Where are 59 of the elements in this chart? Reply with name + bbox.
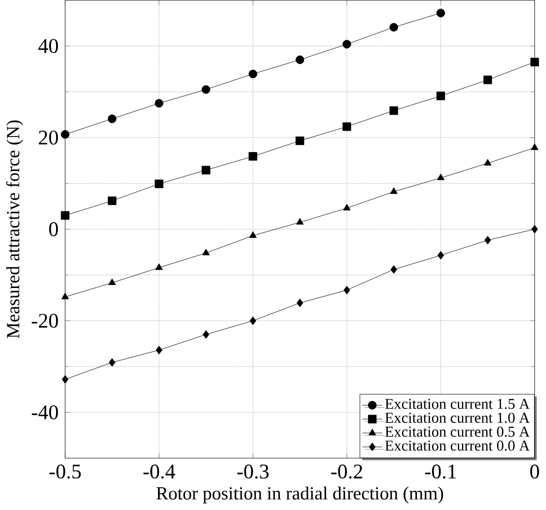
point bbox=[248, 70, 258, 78]
point bbox=[436, 92, 446, 100]
point bbox=[202, 86, 210, 94]
point bbox=[484, 236, 491, 245]
point bbox=[108, 278, 116, 286]
point bbox=[531, 225, 538, 234]
point bbox=[296, 298, 304, 308]
point bbox=[108, 114, 116, 124]
x-tick-label: -0.3 bbox=[237, 464, 269, 479]
point bbox=[436, 9, 446, 18]
legend-label: Excitation current 1.5 A bbox=[385, 399, 530, 410]
legend-label: Excitation current 0.5 A bbox=[385, 426, 530, 438]
point bbox=[296, 218, 304, 225]
point bbox=[296, 56, 304, 64]
x-tick-label: 0 bbox=[530, 464, 540, 479]
legend-label: Excitation current 0.0 A bbox=[385, 440, 530, 451]
point bbox=[154, 180, 164, 188]
point bbox=[344, 286, 350, 295]
point bbox=[202, 248, 210, 256]
point bbox=[437, 251, 444, 260]
point bbox=[250, 316, 256, 326]
y-tick-label: -40 bbox=[32, 406, 58, 420]
point bbox=[61, 292, 69, 300]
y-axis-title: Measured attractive force (N) bbox=[6, 120, 24, 338]
point bbox=[156, 346, 162, 355]
point bbox=[342, 40, 352, 49]
point bbox=[484, 159, 492, 166]
y-tick-label: -20 bbox=[32, 314, 58, 328]
point bbox=[390, 23, 398, 32]
point bbox=[530, 58, 539, 67]
point bbox=[60, 211, 70, 220]
y-tick-label: 20 bbox=[38, 130, 58, 145]
point bbox=[342, 122, 352, 132]
point bbox=[108, 196, 116, 206]
point bbox=[390, 106, 398, 116]
point bbox=[155, 264, 163, 270]
point bbox=[248, 152, 258, 161]
point bbox=[60, 130, 70, 139]
legend-label: Excitation current 1.0 A bbox=[385, 412, 530, 424]
y-tick-label: 40 bbox=[38, 39, 58, 54]
point bbox=[390, 188, 398, 194]
point bbox=[343, 204, 351, 211]
point bbox=[530, 144, 538, 150]
point bbox=[154, 99, 164, 108]
x-tick-label: -0.4 bbox=[143, 464, 176, 479]
point bbox=[202, 166, 210, 175]
point bbox=[296, 136, 304, 146]
point bbox=[202, 330, 210, 340]
point bbox=[437, 174, 444, 180]
point bbox=[483, 76, 492, 84]
point bbox=[62, 375, 68, 384]
x-tick-label: -0.5 bbox=[49, 464, 81, 479]
x-axis-title: Rotor position in radial direction (mm) bbox=[156, 486, 444, 504]
x-tick-label: -0.1 bbox=[425, 464, 456, 479]
point bbox=[390, 265, 398, 274]
x-tick-label: -0.2 bbox=[331, 464, 362, 479]
point bbox=[249, 232, 257, 238]
y-tick-label: 0 bbox=[49, 222, 58, 236]
point bbox=[108, 358, 116, 367]
